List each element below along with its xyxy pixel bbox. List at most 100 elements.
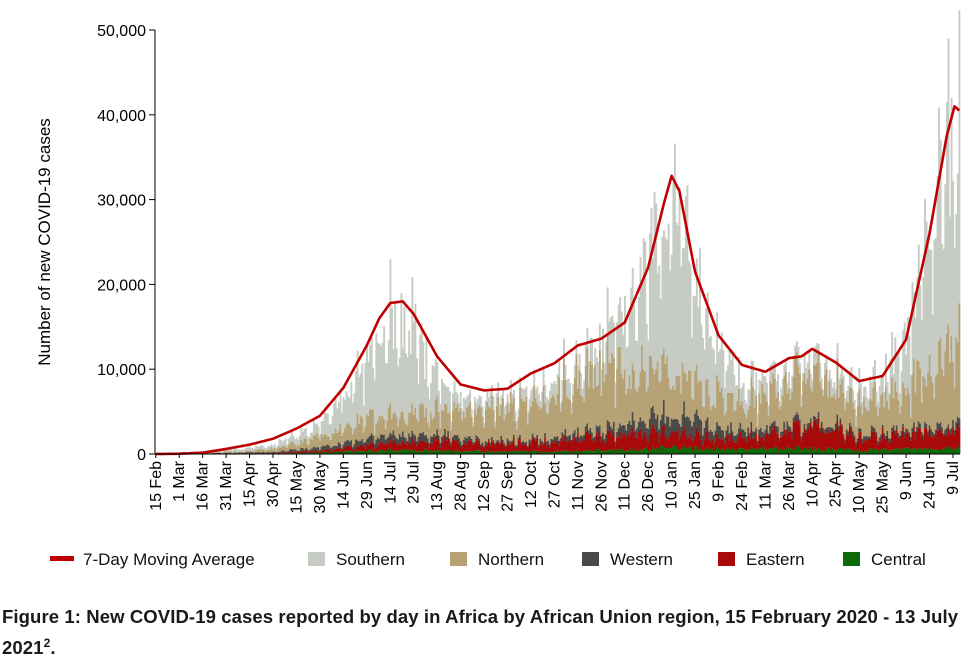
bar-central (608, 449, 611, 454)
bar-northern (672, 385, 675, 420)
bar-northern (883, 407, 886, 434)
x-tick-label: 10 Apr (804, 460, 821, 507)
bar-western (422, 432, 425, 442)
bar-western (580, 435, 583, 442)
bar-southern (895, 353, 898, 392)
bar-eastern (659, 434, 662, 447)
legend: 7-Day Moving Average Southern Northern West… (50, 550, 926, 569)
bar-southern (587, 361, 590, 388)
bar-eastern (786, 428, 789, 447)
bar-southern (763, 376, 765, 393)
bar-central (348, 450, 351, 454)
bar-western (497, 439, 500, 443)
bar-northern (397, 425, 400, 440)
bar-western (722, 430, 725, 440)
bar-central (383, 451, 386, 454)
bar-western (680, 426, 683, 437)
bar-southern (459, 391, 462, 408)
bar-western (236, 452, 239, 454)
bar-eastern (370, 441, 373, 450)
bar-eastern (783, 429, 786, 450)
bar-eastern (828, 432, 831, 448)
bar-eastern (764, 434, 767, 450)
bar-northern (211, 452, 214, 454)
bar-northern (681, 362, 684, 415)
bar-northern (298, 444, 301, 451)
bar-central (817, 447, 820, 454)
bar-northern (763, 392, 765, 433)
bar-eastern (755, 432, 758, 450)
bar-central (316, 452, 318, 454)
bar-eastern (789, 431, 792, 449)
bar-southern (722, 350, 725, 399)
bar-northern (673, 389, 676, 419)
bar-central (742, 448, 745, 454)
bar-western (336, 445, 339, 449)
bar-western (287, 450, 290, 453)
bar-eastern (700, 439, 703, 448)
bar-northern (270, 447, 273, 453)
bar-eastern (602, 439, 604, 452)
bar-central (580, 451, 583, 454)
bar-eastern (464, 441, 467, 451)
bar-eastern (847, 435, 850, 449)
bar-western (847, 431, 850, 436)
bar-eastern (612, 431, 615, 450)
bar-southern (778, 401, 781, 409)
bar-central (945, 447, 948, 454)
bar-southern (564, 364, 567, 380)
bar-western (633, 420, 636, 432)
bar-eastern (723, 443, 726, 452)
bar-southern (244, 448, 247, 452)
bar-western (603, 439, 606, 444)
bar-central (858, 449, 861, 454)
bar-western (761, 431, 764, 437)
bar-central (845, 449, 848, 454)
bar-western (706, 417, 709, 431)
bar-western (558, 440, 561, 446)
bar-southern (275, 447, 278, 451)
bar-eastern (853, 438, 856, 451)
bar-western (508, 440, 511, 445)
bar-southern (251, 448, 254, 451)
bar-southern (838, 378, 840, 398)
x-tick-label: 9 Jul (945, 461, 962, 495)
bar-southern (878, 386, 881, 408)
bar-northern (326, 436, 329, 445)
bar-eastern (906, 432, 909, 448)
bar-central (795, 445, 798, 454)
bar-eastern (258, 453, 261, 454)
bar-central (353, 451, 356, 454)
bar-eastern (661, 425, 664, 446)
bar-central (575, 450, 578, 454)
bar-northern (448, 411, 451, 440)
bar-eastern (523, 444, 526, 451)
bar-central (666, 449, 669, 454)
bar-western (537, 445, 540, 448)
bar-northern (345, 424, 348, 441)
bar-central (381, 450, 384, 454)
bar-central (545, 452, 548, 454)
bar-eastern (256, 453, 259, 454)
bar-central (713, 451, 715, 454)
bar-southern (845, 390, 848, 402)
bar-northern (806, 378, 809, 424)
bar-eastern (666, 438, 669, 450)
bar-southern (905, 354, 908, 396)
bar-central (539, 450, 542, 454)
bar-western (834, 423, 837, 429)
bar-southern (675, 222, 678, 376)
bar-southern (747, 389, 750, 410)
bar-eastern (417, 442, 420, 451)
bar-southern (256, 446, 259, 450)
bar-eastern (444, 436, 447, 451)
bar-southern (949, 216, 951, 363)
bar-western (689, 420, 692, 434)
bar-northern (600, 395, 603, 437)
bar-southern (586, 327, 589, 349)
bar-southern (805, 368, 808, 385)
bar-western (894, 430, 897, 435)
bar-southern (645, 324, 648, 393)
bar-western (909, 436, 912, 441)
bar-western (678, 423, 681, 440)
